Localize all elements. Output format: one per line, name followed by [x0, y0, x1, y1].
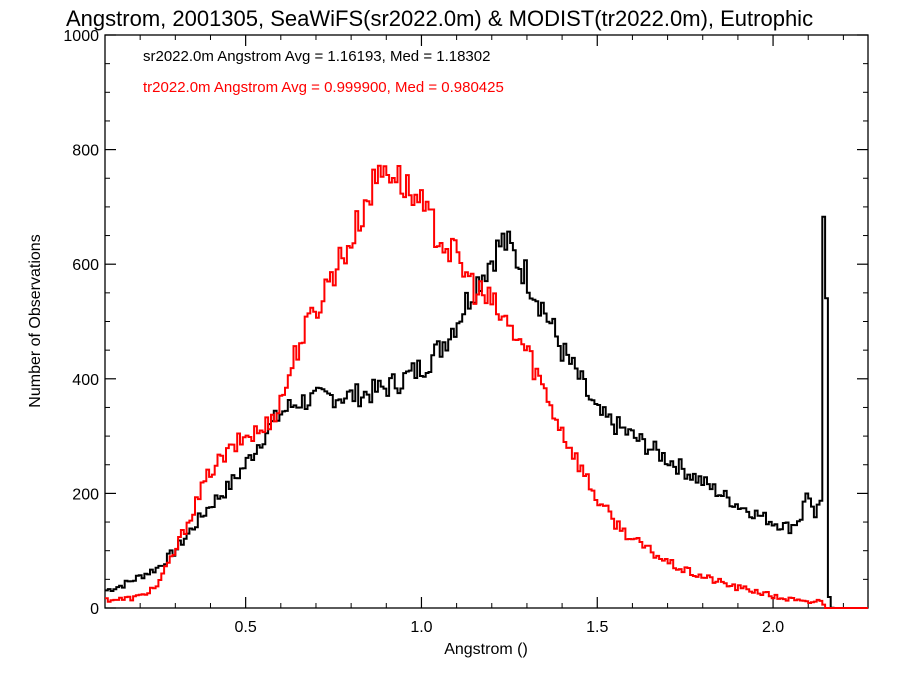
plot-series — [105, 164, 868, 609]
plot-frame — [104, 34, 869, 609]
y-tick-label: 800 — [72, 143, 99, 160]
y-tick-label: 600 — [72, 257, 99, 274]
y-tick-label: 1000 — [63, 28, 99, 45]
stat-annotation-tr2022: tr2022.0m Angstrom Avg = 0.999900, Med =… — [143, 79, 504, 96]
histogram-series-line-2 — [105, 164, 868, 609]
y-tick-label: 200 — [72, 486, 99, 503]
x-axis: 0.5 1.0 1.5 2.0 — [139, 35, 844, 636]
chart-title: Angstrom, 2001305, SeaWiFS(sr2022.0m) & … — [66, 6, 813, 31]
y-tick-label: 400 — [72, 372, 99, 389]
x-tick-label: 1.0 — [410, 619, 432, 636]
x-tick-label: 1.5 — [586, 619, 608, 636]
y-axis: 0 200 400 600 800 1000 — [63, 28, 868, 618]
x-tick-label: 0.5 — [235, 619, 257, 636]
y-axis-label: Number of Observations — [27, 234, 44, 407]
y-tick-label: 0 — [90, 601, 99, 618]
stat-annotation-sr2022: sr2022.0m Angstrom Avg = 1.16193, Med = … — [143, 48, 490, 65]
histogram-series-line-1 — [105, 215, 868, 609]
x-tick-label: 2.0 — [762, 619, 784, 636]
x-axis-label: Angstrom () — [444, 641, 528, 658]
